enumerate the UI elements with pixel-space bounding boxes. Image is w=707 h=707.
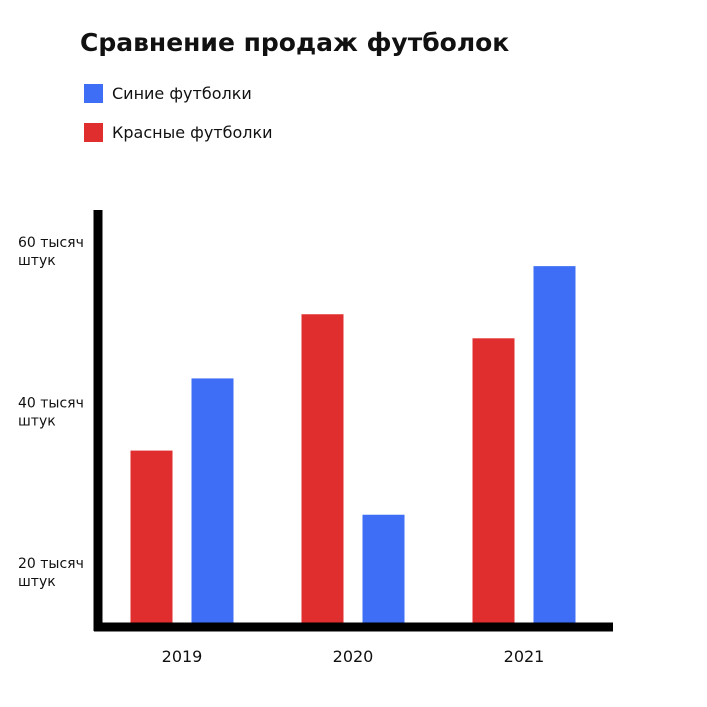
bar-red-2019 (130, 450, 173, 627)
y-tick-label-60000: 60 тысяч (18, 235, 84, 251)
bar-red-2021 (472, 338, 515, 627)
y-tick-unit-20000: штук (18, 574, 56, 590)
legend-swatch-red (84, 122, 103, 142)
x-tick-label-2020: 2020 (333, 647, 374, 666)
bar-blue-2020 (362, 514, 405, 627)
chart-title: Сравнение продаж футболок (80, 28, 510, 57)
y-tick-unit-60000: штук (18, 253, 56, 269)
y-tick-unit-40000: штук (18, 413, 56, 429)
legend-label-blue: Синие футболки (112, 83, 252, 103)
y-tick-label-20000: 20 тысяч (18, 556, 84, 572)
legend-swatch-blue (84, 83, 103, 103)
y-tick-label-40000: 40 тысяч (18, 395, 84, 411)
legend-item-blue: Синие футболки (84, 83, 252, 103)
bar-red-2020 (301, 314, 344, 627)
legend-item-red: Красные футболки (84, 122, 273, 142)
bar-blue-2021 (533, 266, 576, 627)
legend-label-red: Красные футболки (112, 122, 273, 142)
x-tick-label-2021: 2021 (504, 647, 545, 666)
x-tick-label-2019: 2019 (162, 647, 203, 666)
bar-blue-2019 (191, 378, 234, 627)
